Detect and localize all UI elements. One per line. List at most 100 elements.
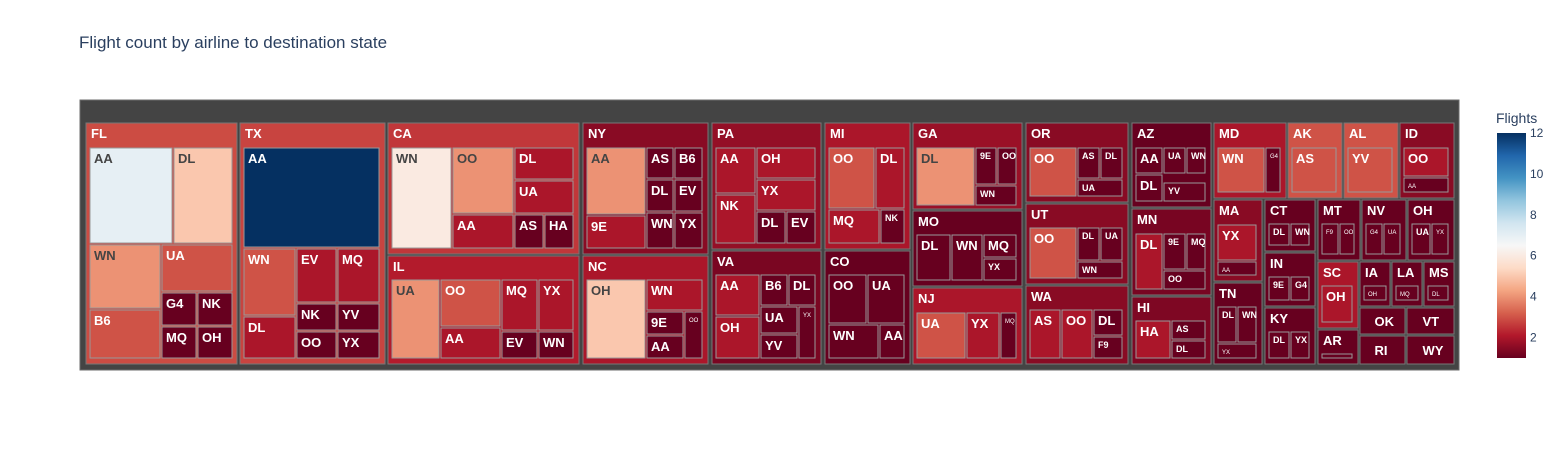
airline-tile[interactable] [514,214,544,249]
state-ky[interactable]: KY DL YX [1264,307,1316,365]
state-pa[interactable]: PA AA OH YX NK DL EV [711,122,822,250]
airline-tile[interactable] [1029,309,1061,359]
state-fl[interactable]: FL AA DL WN UA B6 G4 NK MQ OH [85,122,238,365]
state-nv[interactable]: NV G4 UA [1361,199,1407,261]
airline-tile[interactable] [1163,270,1206,290]
state-ri[interactable]: RI [1359,335,1406,365]
airline-tile[interactable] [1347,147,1393,193]
airline-tile[interactable] [337,303,380,331]
airline-tile[interactable] [1077,147,1100,179]
airline-tile[interactable] [1171,340,1206,359]
airline-tile[interactable] [1321,353,1353,359]
state-tn[interactable]: TN DL WN YX [1213,282,1263,365]
airline-tile[interactable] [715,194,756,244]
airline-tile[interactable] [786,211,816,244]
airline-tile[interactable] [514,180,574,214]
state-ny[interactable]: NY AA AS B6 DL EV 9E WN YX [582,122,709,255]
airline-tile[interactable] [1163,233,1186,270]
airline-tile[interactable] [337,331,380,359]
airline-tile[interactable] [89,309,161,359]
airline-tile[interactable] [916,312,966,359]
state-ms[interactable]: MS DL [1423,261,1455,307]
airline-tile[interactable] [646,279,703,311]
airline-tile[interactable] [798,306,816,359]
airline-tile[interactable] [756,211,786,244]
state-va[interactable]: VA AA B6 DL OH UA YV YX [711,250,822,365]
airline-tile[interactable] [1093,309,1123,336]
airline-tile[interactable] [916,234,951,281]
airline-tile[interactable] [674,179,703,212]
airline-tile[interactable] [538,331,574,359]
airline-tile[interactable] [756,179,816,211]
state-or[interactable]: OR OO AS DL UA [1025,122,1129,203]
airline-tile[interactable] [440,279,501,327]
airline-tile[interactable] [514,147,574,180]
state-ak[interactable]: AK AS [1287,122,1343,199]
state-tx[interactable]: TX AA WN EV MQ DL NK YV OO YX [239,122,386,365]
airline-tile[interactable] [586,215,646,249]
state-ga[interactable]: GA DL 9E OO WN [912,122,1023,210]
airline-tile[interactable] [337,248,380,303]
state-sc[interactable]: SC OH [1317,261,1359,329]
airline-tile[interactable] [879,324,905,359]
airline-tile[interactable] [674,147,703,179]
airline-tile[interactable] [966,312,1000,359]
airline-tile[interactable] [1321,223,1339,255]
state-id[interactable]: ID OO AA [1399,122,1455,199]
airline-tile[interactable] [1395,285,1419,301]
airline-tile[interactable] [544,214,574,249]
airline-tile[interactable] [1000,312,1017,359]
airline-tile[interactable] [1217,224,1257,261]
airline-tile[interactable] [243,316,296,359]
state-tile[interactable] [1406,307,1455,335]
airline-tile[interactable] [391,147,452,249]
airline-tile[interactable] [501,279,538,331]
airline-tile[interactable] [1427,285,1449,301]
airline-tile[interactable] [1100,227,1123,261]
state-mi[interactable]: MI OO DL MQ NK [824,122,911,250]
airline-tile[interactable] [1171,320,1206,340]
state-ok[interactable]: OK [1359,307,1406,335]
airline-tile[interactable] [646,311,684,335]
airline-tile[interactable] [983,258,1017,281]
airline-tile[interactable] [538,279,574,331]
airline-tile[interactable] [391,279,440,359]
state-ma[interactable]: MA YX AA [1213,199,1263,282]
airline-tile[interactable] [983,234,1017,258]
airline-tile[interactable] [161,244,233,292]
airline-tile[interactable] [1217,306,1237,343]
airline-tile[interactable] [916,147,975,206]
state-al[interactable]: AL YV [1343,122,1399,199]
airline-tile[interactable] [296,303,337,331]
airline-tile[interactable] [173,147,233,244]
airline-tile[interactable] [296,331,337,359]
airline-tile[interactable] [975,147,997,185]
state-mt[interactable]: MT F9 OO [1317,199,1361,261]
airline-tile[interactable] [586,279,646,359]
airline-tile[interactable] [828,274,867,324]
airline-tile[interactable] [89,244,161,309]
state-oh[interactable]: OH UA YX [1407,199,1455,261]
airline-tile[interactable] [760,274,788,306]
airline-tile[interactable] [646,212,674,249]
state-tile[interactable] [1359,335,1406,365]
airline-tile[interactable] [1135,174,1163,202]
airline-tile[interactable] [1135,320,1171,359]
state-md[interactable]: MD WN G4 [1213,122,1287,199]
state-ca[interactable]: CA WN OO DL UA AA AS HA [387,122,580,255]
airline-tile[interactable] [1217,147,1265,193]
airline-tile[interactable] [1290,223,1310,246]
airline-tile[interactable] [1029,147,1077,197]
airline-tile[interactable] [1268,276,1290,301]
state-la[interactable]: LA MQ [1391,261,1423,307]
airline-tile[interactable] [880,209,905,244]
airline-tile[interactable] [1411,223,1431,255]
airline-tile[interactable] [715,147,756,194]
airline-tile[interactable] [296,248,337,303]
airline-tile[interactable] [243,248,296,316]
airline-tile[interactable] [1163,147,1186,174]
state-tile[interactable] [1359,307,1406,335]
state-ia[interactable]: IA OH [1359,261,1391,307]
airline-tile[interactable] [1403,177,1449,193]
state-ar[interactable]: AR [1317,329,1359,365]
